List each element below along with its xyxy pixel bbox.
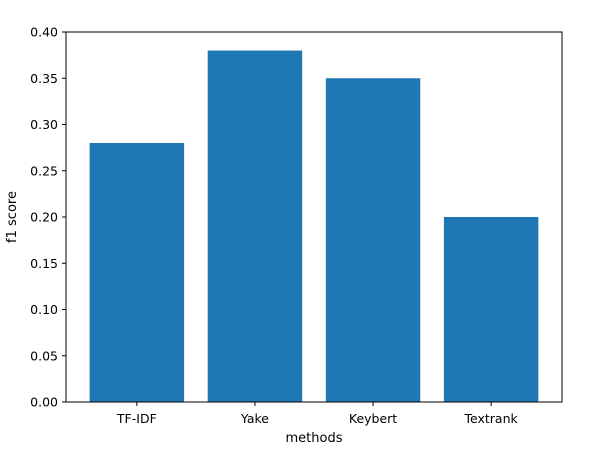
y-axis-label: f1 score — [5, 191, 20, 243]
y-tick-label: 0.30 — [30, 117, 58, 132]
bar-textrank — [443, 217, 539, 402]
y-tick-label: 0.00 — [30, 395, 58, 410]
x-tick-label: TF-IDF — [116, 411, 157, 426]
x-tick-label: Textrank — [464, 411, 519, 426]
y-tick-label: 0.20 — [30, 210, 58, 225]
y-tick-label: 0.40 — [30, 25, 58, 40]
y-axis: 0.00 0.05 0.10 0.15 0.20 0.25 0.30 0.35 0.40 — [30, 25, 66, 410]
x-tick-label: Keybert — [349, 411, 397, 426]
y-tick-label: 0.05 — [30, 348, 58, 363]
x-tick-label: Yake — [240, 411, 269, 426]
y-tick-label: 0.15 — [30, 256, 58, 271]
bar-keybert — [325, 78, 421, 402]
y-tick-label: 0.10 — [30, 302, 58, 317]
y-tick-label: 0.35 — [30, 71, 58, 86]
x-axis-label: methods — [286, 431, 343, 446]
bars-group — [89, 50, 539, 402]
bar-tf-idf — [89, 143, 185, 402]
y-tick-label: 0.25 — [30, 163, 58, 178]
plot-frame — [65, 31, 563, 403]
x-axis: TF-IDF Yake Keybert Textrank — [116, 402, 519, 426]
bar-yake — [207, 50, 303, 402]
